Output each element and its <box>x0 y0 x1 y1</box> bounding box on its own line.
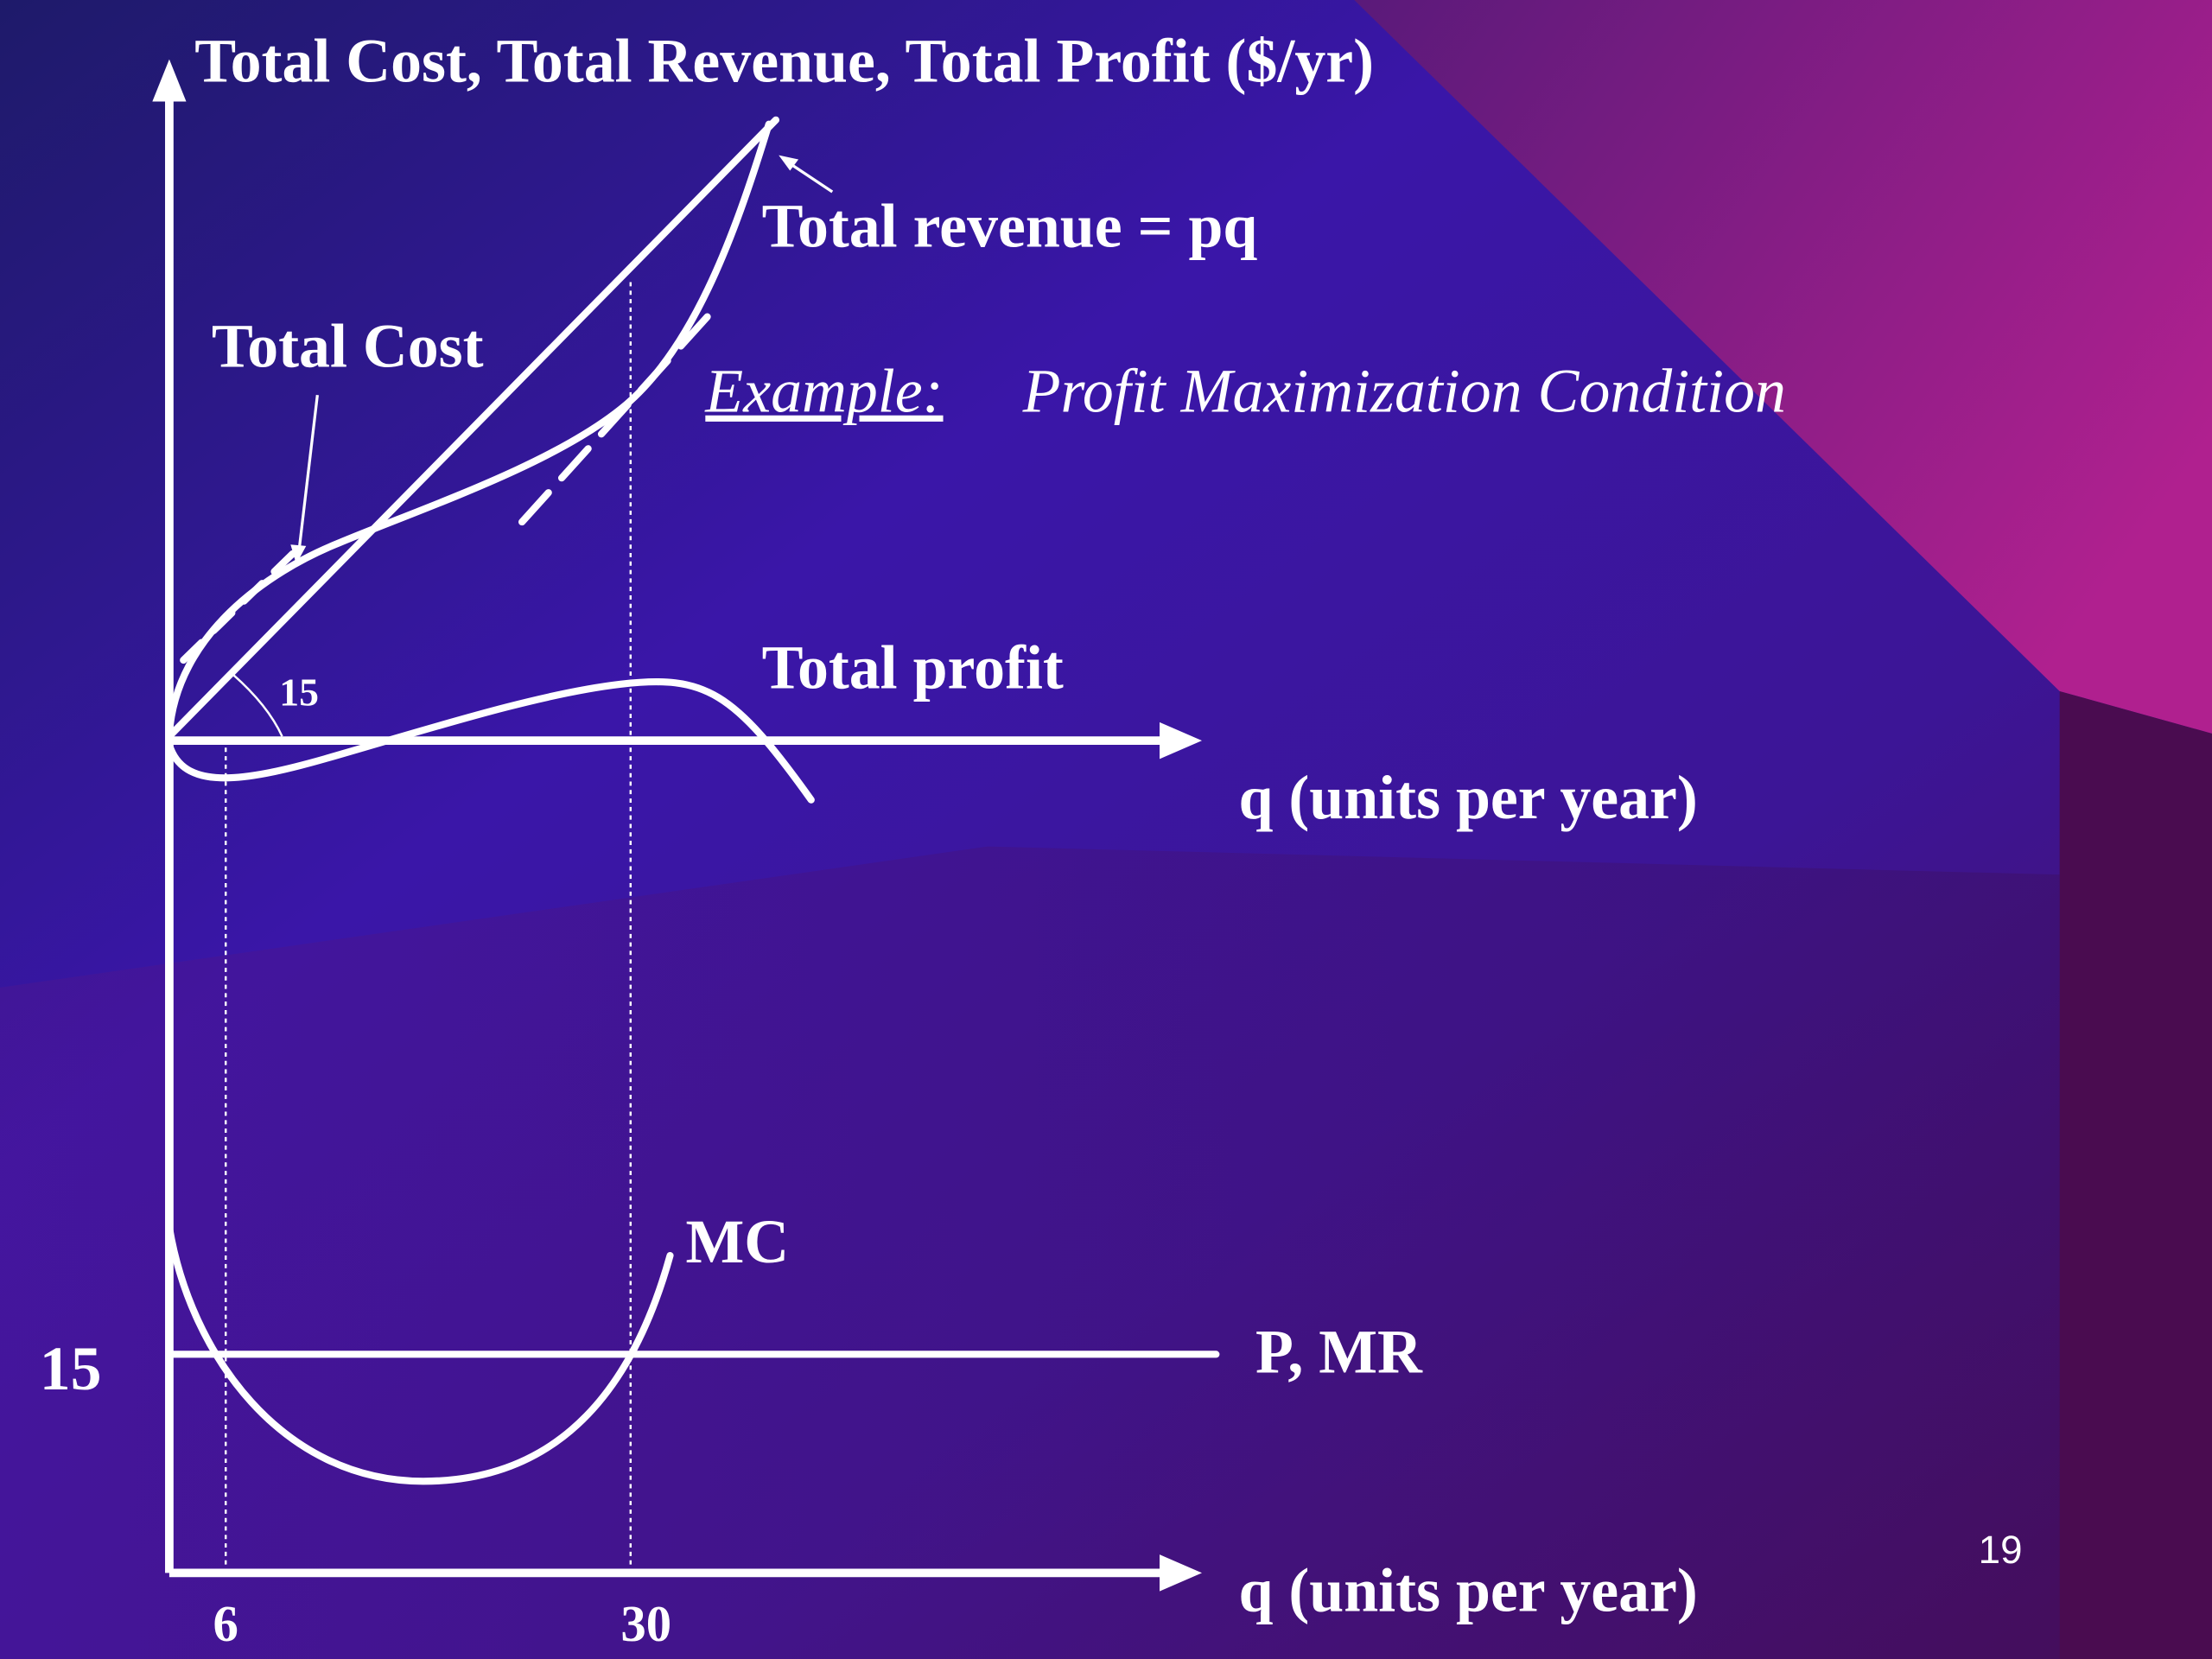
arrowhead <box>1160 721 1203 760</box>
pointer <box>789 162 834 194</box>
total-revenue-line <box>165 116 780 741</box>
background-accent <box>1354 0 2212 734</box>
background-accent <box>0 846 2060 1659</box>
arrowhead <box>1160 1554 1203 1592</box>
label: Example: <box>704 357 943 426</box>
angle-arc <box>232 673 283 737</box>
label: Total profit <box>762 633 1064 702</box>
label: Total Cost <box>212 311 484 380</box>
label: MC <box>685 1207 789 1276</box>
tick-label: 15 <box>40 1334 102 1403</box>
arrowhead <box>152 59 187 102</box>
label: 15 <box>279 670 319 714</box>
axis-label: q (units per year) <box>1238 1555 1697 1624</box>
axis-label: q (units per year) <box>1238 763 1697 832</box>
mc-curve <box>165 1224 674 1485</box>
arrowhead <box>779 155 799 171</box>
label: P, MR <box>1255 1318 1423 1387</box>
title: Total Cost, Total Revenue, Total Profit … <box>194 27 1374 96</box>
tick-label: 6 <box>213 1596 238 1652</box>
label: Total revenue = pq <box>762 192 1258 261</box>
background-accent <box>2059 691 2212 1659</box>
pointer <box>297 394 319 550</box>
label: Profit Maximization Condition <box>1022 357 1786 426</box>
tangent-line <box>180 546 300 664</box>
arrowhead <box>290 544 307 565</box>
tangent-line <box>518 299 723 526</box>
total-cost-curve <box>165 120 772 738</box>
tick-label: 30 <box>620 1596 671 1652</box>
total-profit-curve <box>165 677 815 804</box>
page-number: 19 <box>1979 1528 2023 1572</box>
